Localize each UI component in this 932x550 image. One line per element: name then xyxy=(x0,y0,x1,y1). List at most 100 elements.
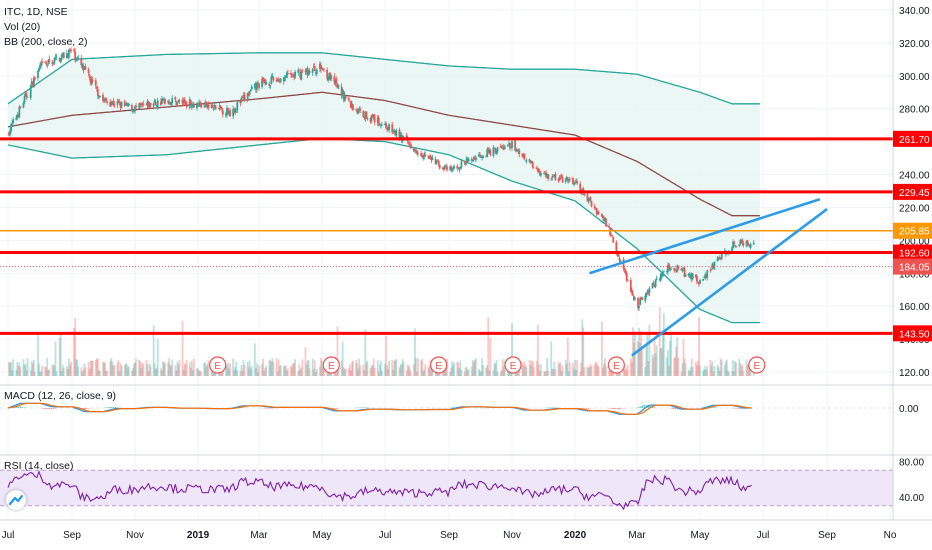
candle-body xyxy=(704,274,707,279)
price-tick-label[interactable]: 120.00 xyxy=(899,368,930,379)
price-tick-label[interactable]: 220.00 xyxy=(899,203,930,214)
candle-body xyxy=(594,208,597,210)
candle-body xyxy=(482,156,485,158)
candle-body xyxy=(163,99,165,101)
volume-bar xyxy=(713,366,716,376)
macd-legend[interactable]: MACD (12, 26, close, 9) xyxy=(4,390,117,402)
price-tick-label[interactable]: 280.00 xyxy=(899,105,930,116)
price-tick-label[interactable]: 340.00 xyxy=(899,6,930,17)
candle-body xyxy=(377,118,380,126)
time-tick-label[interactable]: Jul xyxy=(757,530,770,541)
price-tick-label[interactable]: 160.00 xyxy=(899,302,930,313)
volume-bar xyxy=(126,367,129,376)
volume-bar xyxy=(379,360,382,376)
volume-bar xyxy=(52,364,55,376)
price-tick-label[interactable]: 200.00 xyxy=(899,236,930,247)
volume-bar xyxy=(16,361,19,376)
volume-bar xyxy=(740,366,743,376)
volume-bar xyxy=(637,341,639,376)
volume-bar xyxy=(537,364,540,376)
time-tick-label[interactable]: Mar xyxy=(628,530,646,541)
time-tick-label[interactable]: No xyxy=(884,530,897,541)
candle-body xyxy=(110,103,113,106)
candle-body xyxy=(55,56,58,58)
tradingview-logo-icon[interactable] xyxy=(6,490,26,510)
candle-body xyxy=(106,101,109,103)
last-price-tag[interactable] xyxy=(893,258,932,275)
level-price-label[interactable]: 205.85 xyxy=(899,227,930,238)
candle-body xyxy=(539,171,541,175)
macd-tick-label[interactable]: 0.00 xyxy=(899,404,919,415)
time-tick-label[interactable]: Sep xyxy=(818,530,836,541)
volume-bar xyxy=(521,363,524,376)
price-axis-labels[interactable]: 340.00320.00300.00280.00260.00240.00220.… xyxy=(893,6,932,504)
candle-body xyxy=(710,269,713,271)
candle-body xyxy=(256,83,258,90)
level-price-label[interactable]: 192.60 xyxy=(899,249,930,260)
volume-bar xyxy=(185,359,188,376)
candle-body xyxy=(218,105,221,108)
macd-signal-line xyxy=(7,402,752,415)
time-tick-label[interactable]: Sep xyxy=(63,530,81,541)
time-tick-label[interactable]: Nov xyxy=(503,530,521,541)
candle-body xyxy=(105,98,108,101)
volume-bar xyxy=(240,364,243,376)
volume-bar xyxy=(311,358,314,376)
time-tick-label[interactable]: 2019 xyxy=(187,530,210,541)
candle-body xyxy=(393,130,396,132)
volume-bar xyxy=(304,346,307,376)
rsi-legend[interactable]: RSI (14, close) xyxy=(4,460,74,472)
volume-bar xyxy=(466,370,469,376)
candle-body xyxy=(380,124,383,126)
candle-body xyxy=(199,102,202,103)
level-price-tag[interactable] xyxy=(893,325,932,342)
macd-histogram-bar xyxy=(740,408,743,409)
level-price-tag[interactable] xyxy=(893,183,932,200)
level-price-tag[interactable] xyxy=(893,244,932,261)
bollinger-indicator-label[interactable]: BB (200, close, 2) xyxy=(4,36,88,48)
level-price-tag[interactable] xyxy=(893,130,932,147)
time-tick-label[interactable]: 2020 xyxy=(564,530,587,541)
candle-body xyxy=(441,167,444,169)
level-price-label[interactable]: 261.70 xyxy=(899,135,930,146)
last-price-label[interactable]: 184.05 xyxy=(899,263,930,274)
rsi-tick-label[interactable]: 40.00 xyxy=(899,493,924,504)
volume-bar xyxy=(629,358,632,376)
trendlines[interactable] xyxy=(589,197,828,357)
candle-body xyxy=(645,292,648,297)
level-price-label[interactable]: 143.50 xyxy=(899,329,930,340)
price-tick-label[interactable]: 300.00 xyxy=(899,72,930,83)
price-tick-label[interactable]: 320.00 xyxy=(899,39,930,50)
volume-bar xyxy=(169,364,172,376)
macd-histogram-bar xyxy=(54,408,57,409)
time-tick-label[interactable]: Sep xyxy=(440,530,458,541)
time-tick-label[interactable]: Jul xyxy=(2,530,15,541)
level-price-label[interactable]: 229.45 xyxy=(899,188,930,199)
time-tick-label[interactable]: Jul xyxy=(379,530,392,541)
candle-body xyxy=(734,244,737,246)
time-axis-labels[interactable]: Jul Sep Nov 2019 Mar May Jul Sep Nov 2020 Mar May Ju… xyxy=(2,530,897,541)
level-price-tag[interactable] xyxy=(893,222,932,239)
volume-bar xyxy=(83,363,86,376)
candle-body xyxy=(579,183,582,192)
rsi-tick-label[interactable]: 80.00 xyxy=(899,457,924,468)
volume-bar xyxy=(262,358,265,376)
horizontal-levels[interactable] xyxy=(0,137,893,335)
symbol-title[interactable]: ITC, 1D, NSE xyxy=(4,6,68,18)
candle-body xyxy=(683,268,686,277)
candle-body xyxy=(264,79,267,84)
time-tick-label[interactable]: Mar xyxy=(250,530,268,541)
price-tick-label[interactable]: 240.00 xyxy=(899,171,930,182)
candle-body xyxy=(720,252,723,259)
volume-indicator-label[interactable]: Vol (20) xyxy=(4,21,41,33)
candle-body xyxy=(561,177,564,183)
macd-histogram-bar xyxy=(73,408,75,409)
time-tick-label[interactable]: Nov xyxy=(126,530,144,541)
volume-bar xyxy=(88,368,91,376)
price-tick-label[interactable]: 180.00 xyxy=(899,269,930,280)
time-tick-label[interactable]: May xyxy=(691,530,710,541)
earnings-event-markers[interactable]: EEEEEEE xyxy=(0,356,766,374)
time-tick-label[interactable]: May xyxy=(313,530,332,541)
candle-body xyxy=(321,68,323,69)
